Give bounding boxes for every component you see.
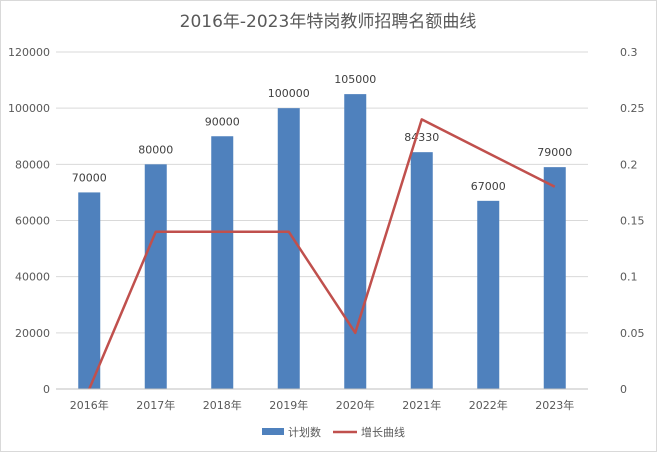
left-axis: 0 20000 40000 60000 80000 100000 120000 — [8, 46, 50, 396]
left-tick-label: 120000 — [8, 46, 50, 59]
x-axis: 2016年 2017年 2018年 2019年 2020年 2021年 2022年 2023年 — [56, 388, 588, 412]
left-tick-label: 80000 — [15, 158, 50, 171]
bar-data-label: 105000 — [334, 73, 376, 86]
left-tick-label: 40000 — [15, 271, 50, 284]
left-tick-label: 100000 — [8, 102, 50, 115]
bar-data-label: 90000 — [205, 115, 240, 128]
bar-data-label: 100000 — [268, 87, 310, 100]
left-tick-label: 60000 — [15, 215, 50, 228]
x-tick-label: 2019年 — [269, 398, 308, 412]
right-tick-label: 0.2 — [620, 158, 638, 171]
right-tick-label: 0.1 — [620, 271, 638, 284]
x-tick-label: 2020年 — [336, 398, 375, 412]
legend-label-bar: 计划数 — [288, 426, 321, 439]
legend-label-line: 增长曲线 — [361, 425, 405, 439]
left-tick-label: 20000 — [15, 327, 50, 340]
x-tick-label: 2022年 — [469, 398, 508, 412]
legend-swatch-bar — [262, 428, 284, 435]
bar — [410, 152, 433, 389]
x-tick-label: 2017年 — [136, 398, 175, 412]
x-tick-label: 2021年 — [402, 398, 441, 412]
bar — [277, 108, 300, 390]
right-tick-label: 0.15 — [620, 215, 645, 228]
bar — [144, 164, 167, 389]
bar — [211, 136, 234, 389]
right-axis: 0 0.05 0.1 0.15 0.2 0.25 0.3 — [620, 46, 645, 396]
x-tick-label: 2023年 — [535, 398, 574, 412]
right-tick-label: 0.25 — [620, 102, 645, 115]
right-tick-label: 0 — [620, 383, 627, 396]
legend: 计划数 增长曲线 — [262, 425, 405, 439]
bar — [344, 94, 367, 389]
bar-data-label: 79000 — [537, 146, 572, 159]
x-tick-label: 2018年 — [203, 398, 242, 412]
bar-data-label: 67000 — [471, 180, 506, 193]
growth-line — [88, 118, 556, 390]
chart-title: 2016年-2023年特岗教师招聘名额曲线 — [180, 12, 477, 32]
bar-data-label: 84330 — [404, 131, 439, 144]
x-tick-label: 2016年 — [70, 398, 109, 412]
bar — [543, 167, 566, 389]
bar — [477, 200, 500, 389]
right-tick-label: 0.3 — [620, 46, 638, 59]
bar-data-label: 70000 — [72, 171, 107, 184]
bar — [78, 192, 101, 389]
bar-series — [78, 94, 566, 390]
right-tick-label: 0.05 — [620, 327, 645, 340]
left-tick-label: 0 — [43, 383, 50, 396]
bar-data-labels: 70000 80000 90000 100000 105000 84330 67000 790… — [72, 73, 573, 193]
bar-data-label: 80000 — [138, 143, 173, 156]
